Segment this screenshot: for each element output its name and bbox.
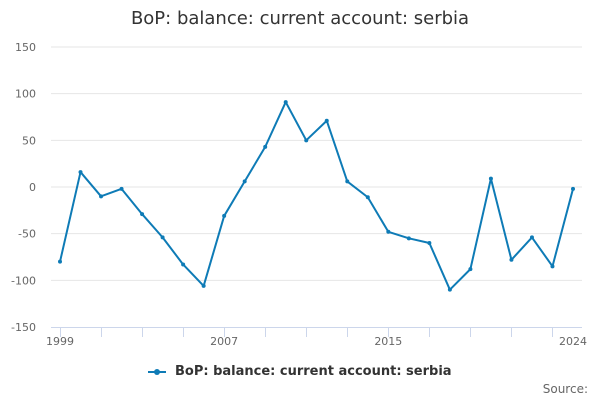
x-tick-label: 2007 — [210, 335, 238, 348]
data-point — [99, 194, 104, 199]
y-tick-label: -150 — [11, 321, 36, 334]
y-tick-label: 50 — [22, 134, 36, 147]
x-tick-label: 2015 — [374, 335, 402, 348]
y-tick-label: -50 — [18, 228, 36, 241]
data-point — [571, 186, 575, 191]
data-point — [242, 179, 247, 184]
data-point — [324, 118, 329, 123]
data-point — [160, 235, 165, 240]
data-point — [406, 236, 411, 241]
source-label: Source: — [542, 382, 588, 396]
data-point — [529, 235, 534, 240]
series-group — [58, 100, 575, 292]
x-tick-label: 2024 — [559, 335, 587, 348]
data-point — [468, 267, 473, 272]
data-point — [550, 264, 555, 269]
data-point — [509, 257, 514, 262]
series-line — [59, 101, 574, 291]
x-axis — [51, 327, 582, 337]
x-axis-labels: 1999 2007 2015 2024 — [46, 335, 587, 348]
data-point — [181, 262, 186, 267]
data-point — [140, 212, 145, 217]
data-point — [119, 186, 124, 191]
chart-title: BoP: balance: current account: serbia — [130, 8, 470, 29]
grid-lines — [51, 46, 582, 281]
data-point — [345, 179, 350, 184]
data-point — [201, 283, 206, 288]
legend-label: BoP: balance: current account: serbia — [174, 364, 452, 379]
x-tick-label: 1999 — [46, 335, 74, 348]
data-point — [304, 138, 309, 143]
legend-marker-icon — [148, 367, 167, 377]
data-point — [365, 195, 370, 200]
data-point — [386, 229, 391, 234]
y-tick-label: 100 — [15, 88, 36, 101]
legend-marker-dot — [154, 368, 161, 375]
y-axis-labels: 150 100 50 0 -50 -100 -150 — [11, 41, 36, 334]
y-tick-label: -100 — [11, 274, 36, 287]
data-point — [427, 241, 432, 245]
y-tick-label: 150 — [15, 41, 36, 54]
data-point — [447, 287, 452, 292]
data-point — [488, 176, 493, 181]
legend[interactable]: BoP: balance: current account: serbia — [0, 364, 600, 379]
y-tick-label: 0 — [29, 181, 36, 194]
data-point — [283, 100, 288, 105]
data-point — [78, 170, 83, 175]
data-point — [263, 144, 268, 149]
data-point — [222, 213, 227, 218]
data-point — [58, 259, 62, 264]
